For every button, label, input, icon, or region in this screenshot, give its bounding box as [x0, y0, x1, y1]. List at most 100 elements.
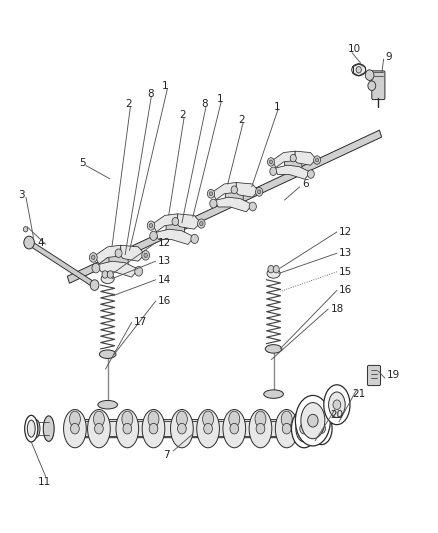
Circle shape: [249, 202, 256, 211]
Circle shape: [268, 158, 274, 166]
Circle shape: [318, 424, 325, 433]
FancyBboxPatch shape: [225, 187, 243, 203]
Ellipse shape: [328, 392, 345, 417]
FancyBboxPatch shape: [69, 419, 307, 438]
Circle shape: [24, 236, 34, 249]
Circle shape: [283, 423, 291, 434]
Ellipse shape: [197, 409, 219, 448]
Ellipse shape: [88, 409, 110, 448]
Circle shape: [368, 81, 376, 91]
Ellipse shape: [315, 418, 328, 439]
Ellipse shape: [249, 409, 272, 448]
Circle shape: [89, 253, 97, 262]
Ellipse shape: [64, 409, 86, 448]
Ellipse shape: [264, 390, 283, 398]
Ellipse shape: [148, 411, 159, 427]
Circle shape: [191, 235, 198, 244]
Circle shape: [365, 70, 374, 80]
Circle shape: [269, 160, 272, 164]
Text: 2: 2: [180, 110, 186, 120]
Circle shape: [268, 265, 274, 273]
Polygon shape: [28, 240, 95, 287]
Circle shape: [149, 223, 153, 228]
Polygon shape: [236, 182, 258, 197]
FancyBboxPatch shape: [285, 156, 302, 170]
Ellipse shape: [177, 411, 187, 427]
Text: 13: 13: [158, 256, 171, 266]
Text: 15: 15: [339, 267, 352, 277]
Ellipse shape: [295, 395, 330, 446]
Ellipse shape: [142, 409, 165, 448]
Circle shape: [270, 167, 277, 175]
Text: 2: 2: [125, 99, 132, 109]
Ellipse shape: [296, 415, 312, 442]
Ellipse shape: [301, 402, 325, 439]
Circle shape: [204, 423, 212, 434]
Ellipse shape: [99, 350, 116, 359]
Text: 1: 1: [217, 94, 223, 104]
Polygon shape: [121, 245, 145, 261]
Ellipse shape: [116, 409, 139, 448]
Circle shape: [307, 170, 314, 178]
Text: 19: 19: [387, 370, 400, 381]
Circle shape: [150, 231, 157, 240]
Circle shape: [209, 192, 212, 196]
Polygon shape: [214, 197, 252, 212]
Ellipse shape: [43, 416, 54, 441]
FancyBboxPatch shape: [367, 366, 381, 385]
Circle shape: [230, 423, 239, 434]
Circle shape: [273, 265, 279, 273]
Ellipse shape: [267, 269, 280, 278]
Text: 20: 20: [330, 410, 343, 421]
Ellipse shape: [291, 409, 317, 448]
Text: 11: 11: [38, 477, 51, 487]
Ellipse shape: [265, 345, 282, 353]
Polygon shape: [272, 151, 295, 167]
Text: 5: 5: [79, 158, 86, 168]
Text: 12: 12: [339, 227, 352, 237]
Polygon shape: [177, 214, 201, 229]
Ellipse shape: [223, 409, 246, 448]
Text: 9: 9: [385, 52, 392, 61]
Circle shape: [177, 423, 186, 434]
FancyBboxPatch shape: [109, 251, 128, 266]
Text: 17: 17: [134, 317, 147, 327]
Text: 6: 6: [302, 179, 309, 189]
Polygon shape: [274, 165, 311, 179]
Circle shape: [207, 189, 215, 198]
Polygon shape: [97, 261, 138, 277]
Ellipse shape: [276, 409, 298, 448]
Circle shape: [333, 400, 341, 409]
Ellipse shape: [70, 411, 81, 427]
Circle shape: [92, 255, 95, 260]
Text: 1: 1: [162, 81, 169, 91]
Text: 10: 10: [348, 44, 361, 53]
Text: 2: 2: [239, 115, 245, 125]
Ellipse shape: [324, 385, 350, 425]
Circle shape: [102, 271, 108, 278]
Circle shape: [115, 249, 122, 257]
Polygon shape: [154, 229, 194, 245]
Text: 13: 13: [339, 248, 352, 258]
Ellipse shape: [170, 409, 193, 448]
Circle shape: [290, 155, 296, 162]
Circle shape: [256, 423, 265, 434]
Circle shape: [258, 190, 261, 194]
Text: 8: 8: [147, 88, 154, 99]
Ellipse shape: [122, 411, 133, 427]
Circle shape: [149, 423, 158, 434]
Text: 4: 4: [38, 238, 44, 247]
Polygon shape: [152, 214, 177, 232]
Ellipse shape: [203, 411, 214, 427]
Circle shape: [142, 251, 150, 260]
Polygon shape: [67, 130, 381, 283]
Ellipse shape: [93, 411, 104, 427]
Text: 16: 16: [339, 286, 352, 295]
Text: 12: 12: [158, 238, 171, 247]
Ellipse shape: [229, 411, 240, 427]
Circle shape: [231, 186, 237, 194]
Ellipse shape: [101, 274, 114, 284]
Circle shape: [23, 227, 28, 232]
FancyBboxPatch shape: [372, 71, 385, 100]
Circle shape: [90, 280, 99, 290]
